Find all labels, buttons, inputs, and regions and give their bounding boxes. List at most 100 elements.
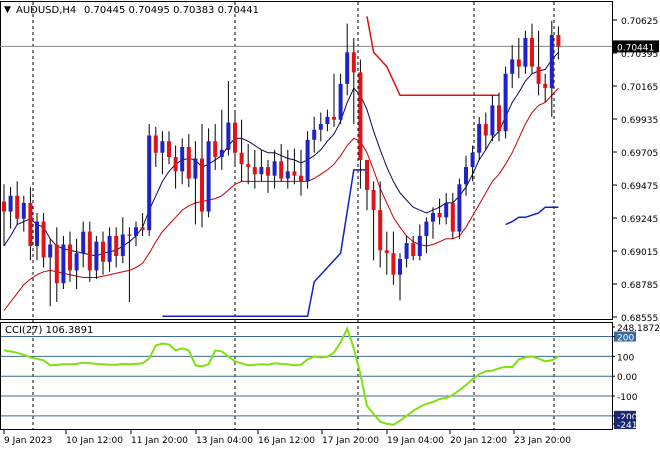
candle-body <box>437 212 442 218</box>
cci-axis-label: -200 <box>617 413 638 423</box>
current-price-label: 0.70441 <box>617 43 654 53</box>
candle-body <box>107 235 112 262</box>
candle-body <box>140 227 145 231</box>
candle <box>87 221 92 282</box>
time-axis-label: 10 Jan 12:00 <box>66 436 123 446</box>
candle <box>239 119 244 182</box>
candle-body <box>338 83 343 120</box>
candle-body <box>74 253 79 271</box>
price-axis-label: 0.70395 <box>621 50 658 60</box>
candle <box>477 116 482 160</box>
candle-body <box>114 235 119 257</box>
candle-body <box>299 175 303 182</box>
cci-line <box>3 325 559 426</box>
candle-body <box>41 221 46 258</box>
candle <box>417 224 422 261</box>
cci-level-tag <box>614 419 636 429</box>
candle-body <box>180 146 185 172</box>
time-axis-label: 9 Jan 2023 <box>4 436 52 446</box>
candle-body <box>186 146 191 179</box>
candle-body <box>530 37 534 67</box>
price-axis-label: 0.68785 <box>621 281 658 291</box>
candle <box>246 144 251 185</box>
candle <box>510 45 515 89</box>
candle-body <box>477 124 482 153</box>
candle-body <box>285 171 290 179</box>
candle-body <box>292 171 297 176</box>
candle <box>48 238 53 307</box>
candle <box>160 131 165 175</box>
candle <box>530 23 534 74</box>
candle <box>299 149 303 196</box>
candle <box>147 124 152 236</box>
candle <box>28 187 33 261</box>
candle <box>556 26 561 60</box>
candle <box>358 59 363 189</box>
candle <box>15 181 20 225</box>
candle <box>292 148 297 185</box>
candle <box>483 112 488 150</box>
candle <box>523 30 528 74</box>
chart-menu-arrow[interactable]: ▼ <box>4 5 11 15</box>
candle-body <box>556 35 561 47</box>
candle <box>371 181 376 261</box>
current-price-tag <box>613 40 659 53</box>
candle <box>21 195 26 232</box>
cci-axis-label: 200 <box>617 334 634 344</box>
candle-body <box>351 52 356 73</box>
candle <box>285 149 290 189</box>
candle-body <box>516 59 521 67</box>
time-axis-label: 11 Jan 20:00 <box>131 436 188 446</box>
candle <box>153 126 158 168</box>
candle <box>450 192 455 239</box>
candle <box>233 112 237 168</box>
candle-body <box>206 141 211 212</box>
price-axis-label: 0.70625 <box>621 17 658 27</box>
candle <box>61 235 66 290</box>
candle <box>549 20 554 117</box>
time-axis-label: 19 Jan 04:00 <box>387 436 444 446</box>
candle-body <box>134 227 138 236</box>
price-axis-label: 0.70165 <box>621 83 658 93</box>
candle <box>226 80 231 156</box>
candle <box>345 23 350 96</box>
candle-body <box>61 244 66 284</box>
candle-body <box>68 244 72 271</box>
candle-body <box>305 139 310 182</box>
candle-body <box>87 231 92 271</box>
candle <box>8 187 13 229</box>
candle-body <box>398 258 402 275</box>
candle <box>107 227 112 272</box>
candle <box>134 221 138 246</box>
candle-body <box>219 149 224 158</box>
candle <box>266 159 270 193</box>
candle-body <box>8 195 13 212</box>
candle-body <box>549 35 554 89</box>
candle-body <box>153 135 158 153</box>
candle <box>186 134 191 188</box>
candle <box>470 145 475 182</box>
candle <box>391 231 396 285</box>
candle-body <box>21 202 26 219</box>
candle-body <box>404 243 409 259</box>
price-axis-label: 0.69705 <box>621 149 658 159</box>
candle <box>536 30 541 96</box>
candle-body <box>200 158 204 212</box>
candle-body <box>101 241 105 262</box>
candle <box>180 138 185 185</box>
cci-axis-label: -100 <box>617 393 638 403</box>
time-axis-label: 20 Jan 12:00 <box>450 436 507 446</box>
candle <box>193 141 198 225</box>
price-axis-label: 0.69015 <box>621 248 658 258</box>
candle <box>437 198 442 225</box>
time-axis-label: 13 Jan 04:00 <box>196 436 253 446</box>
candle <box>259 149 264 182</box>
candle <box>120 217 125 264</box>
time-axis-label: 23 Jan 20:00 <box>514 436 571 446</box>
candle-body <box>2 201 6 212</box>
candle-body <box>54 244 59 284</box>
cci-axis-label: 100 <box>617 353 634 363</box>
candle <box>338 73 343 125</box>
candle-body <box>266 167 270 176</box>
